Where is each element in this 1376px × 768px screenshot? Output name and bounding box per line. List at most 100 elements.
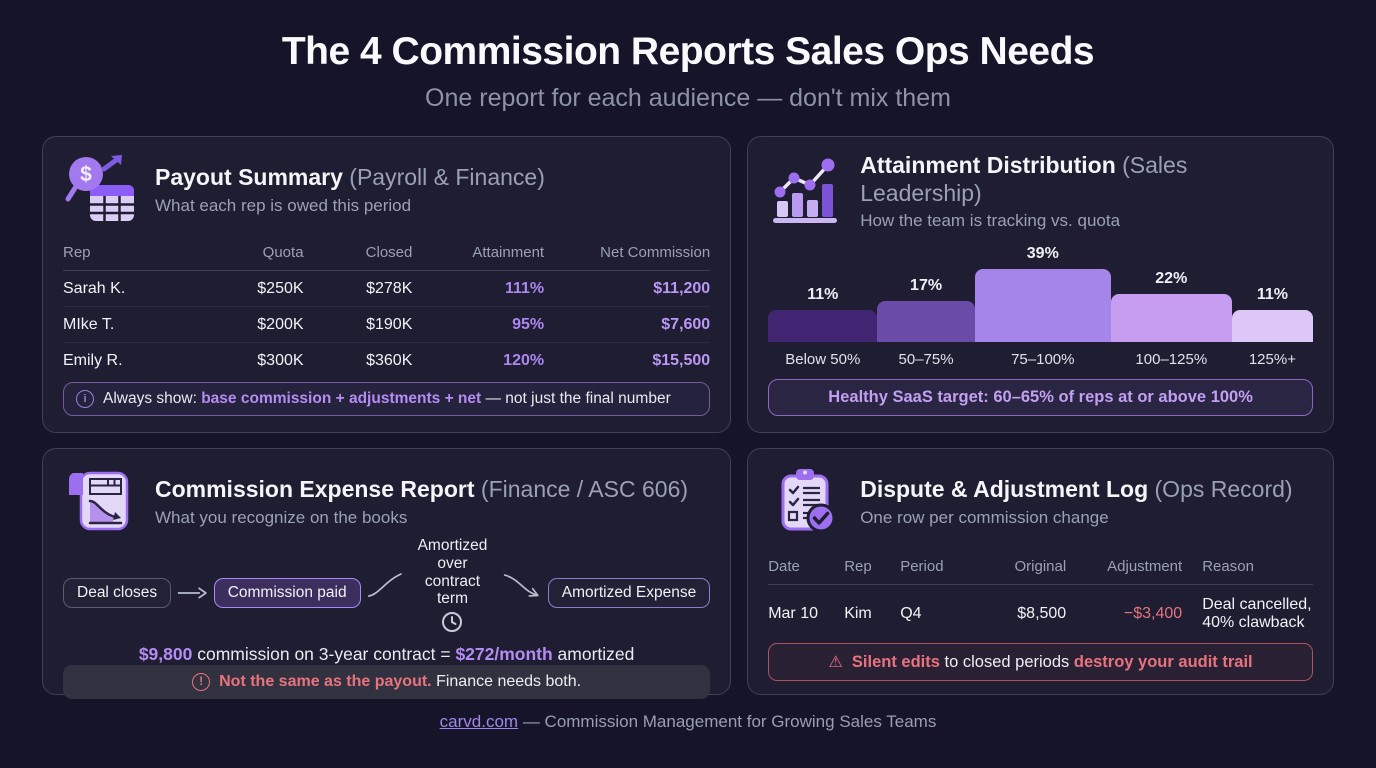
dispute-card-title: Dispute & Adjustment Log (Ops Record) [860,476,1293,503]
cell-rep: Kim [844,605,872,622]
cell-quota: $200K [257,315,304,333]
cell-net: $11,200 [653,279,711,297]
cell-period: Q4 [900,605,922,622]
bar [974,269,1111,343]
warning-triangle-icon: ⚠ [828,654,843,671]
card-dispute-log: Dispute & Adjustment Log (Ops Record) On… [747,448,1334,695]
attainment-note: Healthy SaaS target: 60–65% of reps at o… [768,379,1313,416]
col-period: Period [900,558,944,575]
dispute-table: Date Rep Period Original Adjustment Reas… [768,554,1313,643]
bar-column-4: 11% 125%+ [1231,286,1314,369]
table-row: Mar 10 Kim Q4 $8,500 −$3,400 Deal cancel… [768,585,1313,643]
bar-value-label: 39% [1026,245,1059,263]
money-table-icon: $ [65,155,134,221]
curve-up-connector [367,573,402,597]
payout-table-header: Rep Quota Closed Attainment Net Commissi… [63,240,711,271]
payout-table: Rep Quota Closed Attainment Net Commissi… [63,240,711,378]
col-net-commission: Net Commission [600,244,711,261]
table-row: MIke T. $200K $190K 95% $7,600 [63,307,711,343]
table-row: Emily R. $300K $360K 120% $15,500 [63,343,710,378]
flow-annotation-text: Amortized over contract term [417,536,488,608]
attainment-card-audience: (Sales Leadership) [860,152,1188,206]
dispute-card-audience: (Ops Record) [1154,476,1293,503]
flow-annotation: Amortized over contract term [408,537,497,633]
cell-attainment: 95% [512,315,545,333]
bar-column-2: 39% 75–100% [974,245,1111,369]
dispute-note: ⚠ Silent edits to closed periods destroy… [768,643,1313,681]
bar-category-label: 125%+ [1248,351,1296,369]
expense-note: ! Not the same as the payout. Finance ne… [63,665,711,699]
bar-column-3: 22% 100–125% [1110,270,1232,368]
card-attainment-distribution: Attainment Distribution (Sales Leadershi… [747,136,1334,433]
bar [877,301,975,343]
col-original: Original [1014,558,1067,575]
flow-step-deal-closes: Deal closes [63,578,172,608]
cell-reason: Deal cancelled, 40% clawback [1202,596,1312,631]
carvd-link[interactable]: carvd.com [439,712,519,731]
arrow-right-icon [177,587,207,599]
bar-value-label: 11% [807,286,839,304]
dispute-table-header: Date Rep Period Original Adjustment Reas… [768,554,1313,585]
table-row: Sarah K. $250K $278K 111% $11,200 [63,271,711,307]
bar [768,310,878,343]
cell-rep: Sarah K. [63,279,126,297]
col-quota: Quota [262,244,304,261]
cell-closed: $360K [366,351,413,369]
attainment-card-subtitle: How the team is tracking vs. quota [860,211,1121,231]
payout-note: i Always show: base commission + adjustm… [63,382,711,416]
col-closed: Closed [365,244,413,261]
cell-date: Mar 10 [768,605,818,622]
col-date: Date [768,558,800,575]
expense-card-titles: Commission Expense Report (Finance / ASC… [155,476,688,528]
col-rep: Rep [63,244,91,261]
bar [1231,310,1314,343]
cell-quota: $300K [257,351,304,369]
col-attainment: Attainment [472,244,545,261]
expense-card-subtitle: What you recognize on the books [155,507,408,527]
payout-card-titles: Payout Summary (Payroll & Finance) What … [155,164,545,216]
cell-rep: Emily R. [63,351,123,369]
card-payout-summary: $ Payout Summary (Payroll & Finance) Wha… [42,136,732,433]
curve-down-arrow-connector [503,574,539,597]
bar-category-label: 50–75% [898,351,954,369]
cell-quota: $250K [257,279,304,297]
cards-grid: $ Payout Summary (Payroll & Finance) Wha… [42,136,1334,699]
page-footer: carvd.com — Commission Management for Gr… [0,712,1376,732]
expense-scroll-icon [69,471,129,531]
col-reason: Reason [1202,558,1254,575]
bar-line-chart-icon [773,158,838,223]
page-header: The 4 Commission Reports Sales Ops Needs… [0,0,1376,113]
bar-category-label: 75–100% [1011,351,1075,369]
clipboard-check-icon [781,469,836,533]
cell-rep: MIke T. [63,315,115,333]
attainment-card-header: Attainment Distribution (Sales Leadershi… [768,152,1313,231]
cell-net: $15,500 [652,351,711,369]
cell-adjustment: −$3,400 [1123,605,1183,622]
bar-value-label: 11% [1256,286,1288,304]
bar-column-0: 11% Below 50% [768,286,878,368]
cell-net: $7,600 [661,315,711,333]
attainment-card-titles: Attainment Distribution (Sales Leadershi… [860,152,1313,231]
expense-card-title: Commission Expense Report (Finance / ASC… [155,476,689,503]
info-icon: i [76,390,94,408]
amortization-example: $9,800 commission on 3-year contract = $… [138,644,635,664]
cell-closed: $190K [366,315,413,333]
svg-text:$: $ [80,163,92,186]
col-rep: Rep [844,558,872,575]
page-subtitle: One report for each audience — don't mix… [425,84,951,112]
dispute-card-header: Dispute & Adjustment Log (Ops Record) On… [768,464,1313,540]
payout-card-audience: (Payroll & Finance) [349,164,545,191]
flow-step-amortized-expense: Amortized Expense [547,578,711,608]
col-adjustment: Adjustment [1107,558,1183,575]
dispute-note-text: Silent edits to closed periods destroy y… [851,652,1253,671]
cell-closed: $278K [366,279,413,297]
attainment-bar-chart: 11% Below 50% 17% 50–75% 39% 75–100% 22% 100–12… [768,245,1314,369]
card-commission-expense: Commission Expense Report (Finance / ASC… [42,448,732,699]
cell-original: $8,500 [1017,605,1067,622]
payout-card-title: Payout Summary (Payroll & Finance) [155,164,545,191]
expense-flow-diagram: Deal closes Commission paid Amortized ov… [63,537,711,633]
exclamation-icon: ! [192,673,211,691]
dispute-card-titles: Dispute & Adjustment Log (Ops Record) On… [860,476,1292,528]
attainment-card-title: Attainment Distribution (Sales Leadershi… [860,152,1188,206]
expense-card-header: Commission Expense Report (Finance / ASC… [63,464,710,540]
